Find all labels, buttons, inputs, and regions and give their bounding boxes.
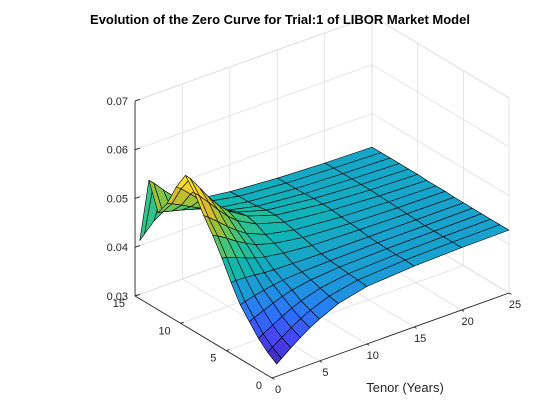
grid-line — [134, 113, 373, 199]
y-tick-label: 0 — [256, 380, 262, 392]
grid-line — [371, 15, 510, 99]
surface-mesh — [139, 146, 510, 365]
x-tick-label: 5 — [322, 367, 328, 379]
z-tick-label: 0.06 — [107, 145, 128, 157]
z-tick-label: 0.07 — [107, 96, 128, 108]
x-axis-label: Tenor (Years) — [366, 380, 444, 395]
z-tick-label: 0.03 — [107, 291, 128, 303]
z-tick-mark — [134, 196, 141, 199]
x-tick-label: 0 — [275, 384, 281, 396]
z-tick-mark — [134, 293, 141, 297]
x-tick-mark — [366, 343, 370, 346]
x-tick-mark — [461, 309, 465, 312]
y-tick-label: 15 — [113, 298, 125, 310]
x-tick-label: 15 — [414, 333, 426, 345]
y-tick-label: 5 — [210, 353, 216, 365]
z-tick-mark — [134, 98, 141, 102]
x-tick-mark — [319, 360, 323, 363]
y-axis-line — [134, 295, 273, 379]
z-tick-label: 0.05 — [107, 193, 128, 205]
z-tick-label: 0.04 — [107, 242, 128, 254]
x-axis-line — [271, 292, 510, 379]
y-tick-mark — [180, 321, 184, 324]
z-tick-mark — [134, 147, 141, 151]
axes-box-front — [134, 98, 512, 380]
x-tick-mark — [413, 326, 417, 329]
grid-line — [371, 113, 510, 196]
z-tick-mark — [134, 245, 141, 248]
x-tick-mark — [508, 292, 512, 295]
surface-patch — [267, 346, 282, 365]
x-tick-label: 25 — [509, 299, 521, 311]
x-tick-label: 10 — [367, 350, 379, 362]
chart-title: Evolution of the Zero Curve for Trial:1 … — [90, 12, 470, 27]
y-tick-label: 10 — [158, 325, 170, 337]
y-tick-mark — [226, 349, 230, 352]
y-tick-mark — [271, 376, 276, 379]
grid-line — [371, 64, 510, 148]
grid-line — [134, 15, 373, 102]
grid-line — [134, 64, 373, 151]
x-tick-label: 20 — [461, 316, 473, 328]
